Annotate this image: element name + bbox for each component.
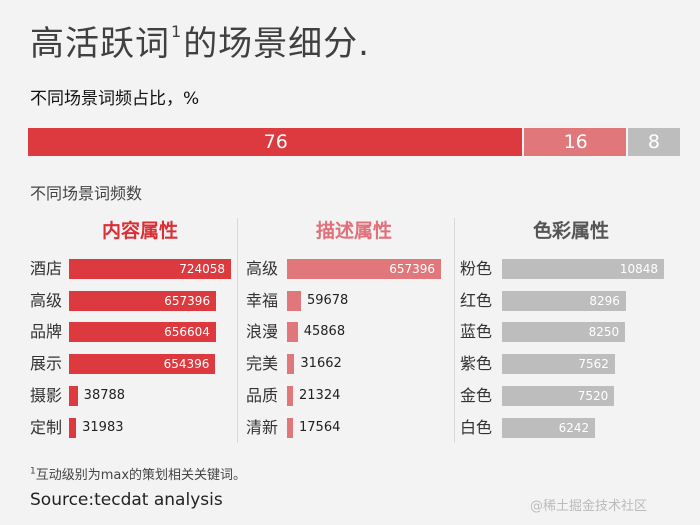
title-superscript: 1 <box>171 22 183 41</box>
share-value-label: 76 <box>263 131 288 153</box>
page-title: 高活跃词1的场景细分. <box>30 16 370 65</box>
bar <box>69 259 231 279</box>
bar <box>69 386 78 406</box>
category-label: 完美 <box>246 354 279 373</box>
category-label: 金色 <box>460 386 493 405</box>
bar-value-label: 8296 <box>589 294 620 308</box>
bar-value-label: 17564 <box>299 420 341 435</box>
footnote-superscript: 1 <box>30 466 36 477</box>
share-value-label: 16 <box>563 131 588 153</box>
panel-title: 内容属性 <box>101 220 178 242</box>
bar-value-label: 31983 <box>82 420 124 435</box>
category-label: 红色 <box>460 291 493 310</box>
panel-title: 色彩属性 <box>532 220 609 242</box>
share-segment-3 <box>627 128 680 156</box>
bar <box>502 291 626 311</box>
bar-value-label: 38788 <box>83 388 126 403</box>
bar-value-label: 724058 <box>179 262 225 276</box>
category-label: 幸福 <box>246 291 279 310</box>
bar <box>287 418 293 438</box>
bar-value-label: 8250 <box>588 325 620 339</box>
counts-subtitle: 不同场景词频数 <box>30 184 143 203</box>
bar-value-label: 31662 <box>300 356 342 371</box>
bar-value-label: 657396 <box>164 294 211 308</box>
category-label: 高级 <box>30 291 63 310</box>
bar <box>69 291 217 311</box>
category-label: 酒店 <box>30 259 63 278</box>
title-main: 高活跃词 <box>30 24 170 64</box>
bar-value-label: 7562 <box>578 357 609 371</box>
bar <box>287 259 441 279</box>
bar <box>69 322 216 342</box>
bar <box>502 418 596 438</box>
bar <box>287 291 301 311</box>
panel-title: 描述属性 <box>315 220 392 242</box>
source-note: Source:tecdat analysis <box>30 490 223 510</box>
category-label: 高级 <box>246 259 279 278</box>
bar <box>502 259 664 279</box>
bar-value-label: 21324 <box>299 388 341 403</box>
category-label: 粉色 <box>460 259 493 278</box>
category-label: 紫色 <box>460 354 493 373</box>
bar-value-label: 59678 <box>306 293 349 308</box>
category-label: 浪漫 <box>246 322 279 341</box>
watermark: @稀土掘金技术社区 <box>530 499 648 514</box>
column-divider-1 <box>237 218 238 443</box>
bar <box>287 386 293 406</box>
bar <box>287 354 295 374</box>
bar-value-label: 6242 <box>558 421 590 435</box>
footnote-text: 互动级别为max的策划相关关键词。 <box>35 468 247 483</box>
share-segment-1 <box>28 128 522 156</box>
category-label: 定制 <box>30 418 63 437</box>
share-segment-2 <box>523 128 626 156</box>
category-label: 摄影 <box>30 386 63 405</box>
bar-value-label: 654396 <box>163 357 210 371</box>
bar <box>69 354 216 374</box>
bar <box>502 354 615 374</box>
bar <box>287 322 298 342</box>
footnote: 1互动级别为max的策划相关关键词。 <box>30 464 246 483</box>
column-divider-2 <box>454 218 455 443</box>
category-label: 品质 <box>246 386 279 405</box>
bar <box>502 386 615 406</box>
share-subtitle: 不同场景词频占比，% <box>30 89 200 109</box>
category-label: 展示 <box>30 354 63 373</box>
bar-value-label: 656604 <box>164 325 210 339</box>
title-rest: 的场景细分. <box>183 24 370 64</box>
bar-value-label: 10848 <box>619 262 658 276</box>
share-stacked-bar: 76 16 8 <box>28 128 680 156</box>
category-label: 品牌 <box>30 322 63 341</box>
share-value-label: 8 <box>647 131 660 153</box>
bar-value-label: 7520 <box>577 389 609 403</box>
bar <box>69 418 77 438</box>
bar-value-label: 45868 <box>303 324 346 339</box>
category-label: 清新 <box>246 418 279 437</box>
category-label: 白色 <box>460 418 493 437</box>
bar-value-label: 657396 <box>389 262 435 276</box>
bar <box>502 322 626 342</box>
category-label: 蓝色 <box>460 322 493 341</box>
